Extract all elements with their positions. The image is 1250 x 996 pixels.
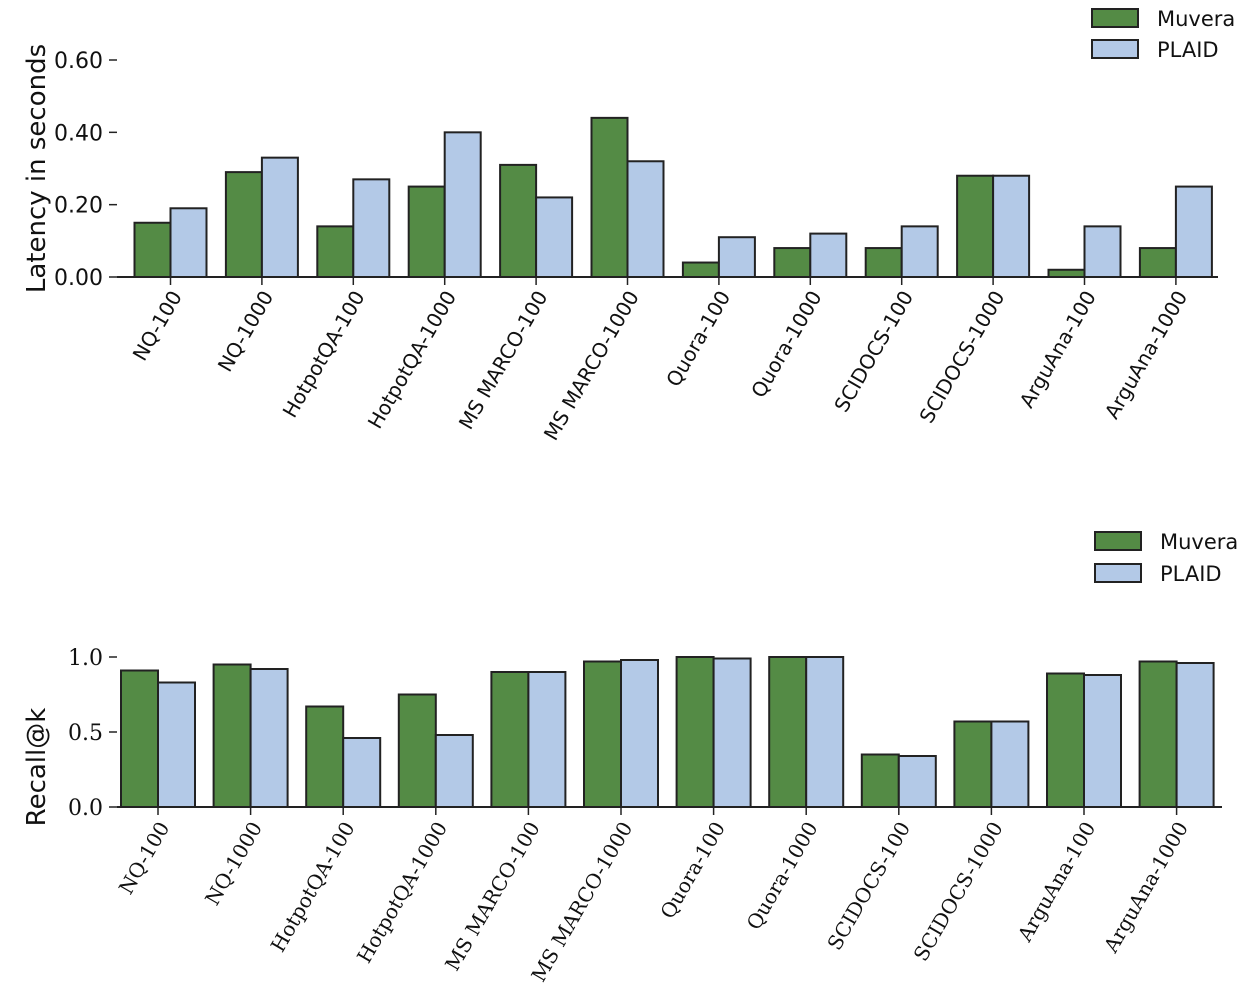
muvera-bar-10 xyxy=(1046,672,1085,808)
muvera-bar-6 xyxy=(675,656,715,808)
x-tick-label: ArguAna-100 xyxy=(1012,818,1100,947)
y-tick-label: 1.0 xyxy=(68,646,103,671)
x-tick-label: SCIDOCS-1000 xyxy=(914,287,1009,428)
plaid-bar-3 xyxy=(443,131,482,278)
recall-chart: Recall@k 0.00.51.0NQ-100 NQ-1000HotpotQA-1… xyxy=(22,530,1238,986)
muvera-bar-11 xyxy=(1138,660,1178,808)
plaid-bar-0 xyxy=(157,681,196,808)
x-tick-label: HotpotQA-1000 xyxy=(363,287,461,433)
x-tick-label: Quora-1000 xyxy=(742,818,823,934)
legend-label: PLAID xyxy=(1157,38,1219,62)
muvera-bar-5 xyxy=(590,116,629,278)
plaid-bar-3 xyxy=(434,734,474,808)
plaid-bar-10 xyxy=(1083,225,1122,279)
x-tick-label: ArguAna-100 xyxy=(1015,287,1101,412)
legend-swatch-muvera xyxy=(1091,8,1139,28)
muvera-bar-10 xyxy=(1047,268,1086,278)
legend-label: PLAID xyxy=(1160,562,1222,586)
muvera-bar-8 xyxy=(864,247,903,278)
plaid-bar-5 xyxy=(626,160,665,278)
muvera-bar-1 xyxy=(224,171,263,278)
x-tick-label: MS MARCO-100 xyxy=(454,287,553,434)
y-tick-label: 0.20 xyxy=(54,194,103,219)
plaid-bar-8 xyxy=(900,225,939,279)
muvera-bar-1 xyxy=(212,663,252,808)
x-tick-label: SCIDOCS-100 xyxy=(829,286,918,416)
plaid-bar-1 xyxy=(249,668,289,808)
x-tick-label: Quora-100 xyxy=(655,818,730,923)
muvera-bar-7 xyxy=(773,247,812,278)
plaid-bar-9 xyxy=(990,720,1030,808)
plaid-bar-6 xyxy=(717,236,756,278)
x-tick-label: ArguAna-1000 xyxy=(1098,818,1193,958)
y-tick-label: 0.40 xyxy=(54,121,103,146)
plaid-bar-7 xyxy=(809,232,848,279)
muvera-bar-2 xyxy=(305,705,345,808)
latency-chart: Latency in seconds 0.00 0.20 0.40 0.60 NQ-100… xyxy=(22,7,1235,444)
plaid-bar-4 xyxy=(527,671,567,808)
legend-swatch-plaid xyxy=(1094,563,1142,583)
muvera-bar-7 xyxy=(768,656,808,808)
x-tick-label: NQ-100 xyxy=(114,818,175,899)
legend-swatch-muvera xyxy=(1094,531,1142,551)
muvera-bar-3 xyxy=(407,185,446,278)
x-tick-label: NQ-1000 xyxy=(213,287,278,376)
muvera-bar-4 xyxy=(499,163,538,278)
y-tick-label: 0.60 xyxy=(54,49,103,74)
plaid-bar-0 xyxy=(169,207,208,279)
plaid-bar-1 xyxy=(260,156,299,278)
muvera-bar-9 xyxy=(953,720,993,808)
x-tick-label: MS MARCO-1000 xyxy=(526,818,637,986)
y-axis-label: Recall@k xyxy=(22,708,52,827)
muvera-bar-0 xyxy=(133,221,172,278)
plaid-bar-9 xyxy=(992,174,1031,279)
muvera-bar-8 xyxy=(860,753,900,808)
muvera-bar-3 xyxy=(397,693,437,808)
muvera-bar-2 xyxy=(316,225,355,279)
muvera-bar-0 xyxy=(120,669,159,808)
muvera-bar-9 xyxy=(956,174,995,279)
plaid-bar-4 xyxy=(535,196,574,278)
x-tick-label: HotpotQA-100 xyxy=(266,818,360,957)
x-tick-label: MS MARCO-1000 xyxy=(539,287,644,445)
x-tick-label: SCIDOCS-1000 xyxy=(909,818,1008,966)
y-axis-label: Latency in seconds xyxy=(22,44,52,293)
legend-label: Muvera xyxy=(1160,530,1238,554)
plaid-bar-2 xyxy=(352,178,391,279)
y-tick-label: 0.0 xyxy=(68,796,103,821)
plaid-bar-11 xyxy=(1175,662,1215,808)
x-tick-label: Quora-100 xyxy=(661,287,735,391)
x-tick-label: ArguAna-1000 xyxy=(1100,287,1193,423)
plaid-bar-11 xyxy=(1174,185,1213,278)
plaid-bar-10 xyxy=(1083,674,1122,808)
legend-swatch-plaid xyxy=(1091,39,1139,59)
plaid-bar-8 xyxy=(897,755,937,808)
y-tick-label: 0.00 xyxy=(54,266,103,291)
muvera-bar-11 xyxy=(1138,247,1177,278)
x-tick-label: HotpotQA-1000 xyxy=(352,818,452,968)
x-tick-label: HotpotQA-100 xyxy=(278,287,370,422)
plaid-bar-7 xyxy=(805,656,845,808)
plaid-bar-2 xyxy=(342,737,382,808)
plaid-bar-5 xyxy=(620,659,659,808)
x-tick-label: Quora-1000 xyxy=(746,287,826,402)
muvera-bar-5 xyxy=(583,660,622,808)
x-tick-label: NQ-1000 xyxy=(200,818,267,910)
plaid-bar-6 xyxy=(712,657,752,808)
y-tick-label: 0.5 xyxy=(68,721,103,746)
x-tick-label: MS MARCO-100 xyxy=(440,818,545,975)
legend-label: Muvera xyxy=(1157,7,1235,31)
muvera-bar-6 xyxy=(681,261,720,278)
muvera-bar-4 xyxy=(490,671,530,808)
x-tick-label: SCIDOCS-100 xyxy=(822,818,915,955)
x-tick-label: NQ-100 xyxy=(128,287,187,365)
